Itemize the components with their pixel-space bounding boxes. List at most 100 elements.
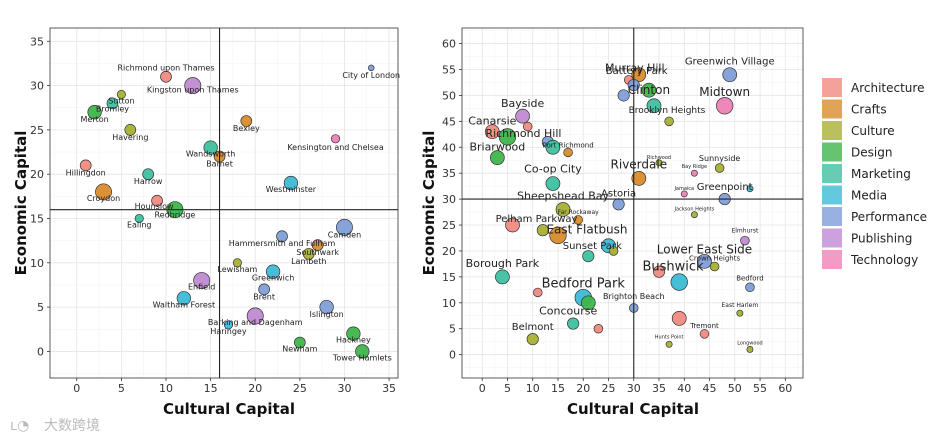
label-lower-east-side: Lower East Side — [657, 242, 752, 256]
point-sunnyside — [714, 163, 725, 173]
point-canarsie — [484, 124, 500, 140]
y-tick-label: 15 — [442, 271, 456, 284]
label-lewisham: Lewisham — [217, 265, 257, 274]
legend-label: Culture — [851, 124, 895, 138]
point-bayside — [515, 108, 530, 124]
point-ealing — [134, 213, 144, 224]
point-lower-east-side — [697, 253, 712, 269]
x-axis-title: Cultural Capital — [163, 400, 295, 418]
label-newham: Newham — [282, 345, 317, 354]
data-points — [79, 64, 375, 359]
y-tick-label: 60 — [442, 38, 456, 51]
label-jamaica: Jamaica — [673, 186, 694, 192]
label-brighton-beach: Brighton Beach — [603, 292, 665, 301]
label-longwood: Longwood — [737, 340, 762, 346]
point-borough-park — [495, 269, 510, 285]
watermark-logo-icon: ʟ◔ — [10, 418, 29, 434]
legend-swatch — [822, 250, 842, 269]
point-bexley — [240, 115, 253, 127]
label-sutton: Sutton — [108, 96, 134, 105]
point-haringey — [223, 320, 234, 330]
point-greenwich-village — [722, 67, 738, 83]
y-tick-label: 35 — [442, 167, 456, 180]
label-co-op-city: Co-op City — [524, 163, 582, 176]
point-jamaica — [680, 190, 688, 198]
point-sheepshead-bay — [555, 202, 571, 217]
x-tick-label: 20 — [248, 382, 262, 395]
label-richwood: Richwood — [647, 155, 671, 161]
x-tick-label: 0 — [73, 382, 80, 395]
x-tick-label: 20 — [576, 382, 590, 395]
point-kingston-upon-thames — [184, 77, 202, 95]
watermark-text: 大数跨境 — [44, 418, 100, 434]
axis-ticks: 0 5 10 15 20 25 30 35 0 5 10 15 20 25 30 35 — [30, 35, 396, 395]
label-kingston-upon-thames: Kingston upon Thames — [147, 86, 239, 95]
y-tick-label: 45 — [442, 115, 456, 128]
point-clinton — [641, 82, 657, 98]
label-pelham-parkway: Pelham Parkway — [496, 214, 578, 225]
label-hunts-point: Hunts Point — [655, 334, 684, 340]
point-greenwich — [265, 264, 281, 279]
label-greenpoint: Greenpoint — [697, 182, 753, 193]
label-brent: Brent — [253, 292, 275, 301]
label-richmond-upon-thames: Richmond upon Thames — [117, 64, 214, 73]
x-tick-label: 30 — [337, 382, 351, 395]
legend-item-crafts: Crafts — [822, 99, 887, 119]
label-islington: Islington — [309, 310, 343, 319]
point-longwood — [746, 346, 754, 353]
x-tick-label: 55 — [753, 382, 767, 395]
label-bay-ridge: Bay Ridge — [682, 164, 707, 170]
y-tick-label: 5 — [37, 301, 44, 314]
legend-item-design: Design — [822, 142, 892, 162]
point-sunset-park — [582, 250, 595, 263]
point-westminster — [283, 175, 299, 191]
legend-swatch — [822, 78, 842, 97]
label-bexley: Bexley — [233, 124, 260, 133]
label-bushwick: Bushwick — [642, 260, 704, 275]
point-labels: City of London Richmond upon Thames Kingst… — [66, 64, 400, 363]
y-tick-label: 40 — [442, 141, 456, 154]
label-lambeth: Lambeth — [291, 257, 326, 266]
label-crown-heights: Crown Heights — [689, 255, 740, 263]
point-architecture — [522, 121, 533, 132]
point-design — [580, 295, 596, 311]
point-hounslow — [151, 194, 163, 207]
point-riverdale — [631, 171, 647, 186]
legend-swatch — [822, 164, 842, 183]
x-tick-label: 60 — [778, 382, 792, 395]
reference-lines — [462, 28, 803, 378]
point-brooklyn-heights — [646, 98, 662, 114]
x-tick-label: 30 — [627, 382, 641, 395]
point-architecture — [671, 311, 687, 326]
x-tick-label: 15 — [551, 382, 565, 395]
legend-label: Media — [851, 189, 887, 203]
legend-swatch — [822, 185, 842, 205]
point-culture — [536, 224, 549, 237]
point-astoria — [612, 198, 625, 211]
label-hounslow: Hounslow — [135, 202, 174, 211]
point-sutton — [116, 89, 126, 100]
label-greenwich: Greenwich — [252, 274, 294, 283]
plot-panel — [50, 28, 398, 378]
label-bedford: Bedford — [736, 274, 764, 282]
label-ealing: Ealing — [127, 221, 152, 230]
point-tremont — [699, 329, 710, 339]
legend-item-media: Media — [822, 185, 887, 205]
label-camden: Camden — [328, 230, 361, 239]
legend-label: Technology — [850, 253, 918, 267]
label-hackney: Hackney — [336, 336, 371, 345]
point-bushwick — [652, 265, 666, 278]
label-southwark: Southwark — [296, 248, 339, 257]
label-far-rockaway: Far Rockaway — [558, 209, 599, 216]
legend-swatch — [822, 121, 842, 140]
label-city-of-london: City of London — [342, 71, 400, 80]
point-east-harlem — [736, 309, 744, 317]
x-tick-label: 25 — [602, 382, 616, 395]
x-tick-label: 40 — [677, 382, 691, 395]
y-tick-label: 20 — [30, 168, 44, 181]
label-hammersmith-and-fulham: Hammersmith and Fulham — [229, 239, 336, 248]
point-newham — [293, 336, 306, 349]
legend-label: Design — [851, 146, 892, 160]
point-bay-ridge — [690, 169, 698, 177]
